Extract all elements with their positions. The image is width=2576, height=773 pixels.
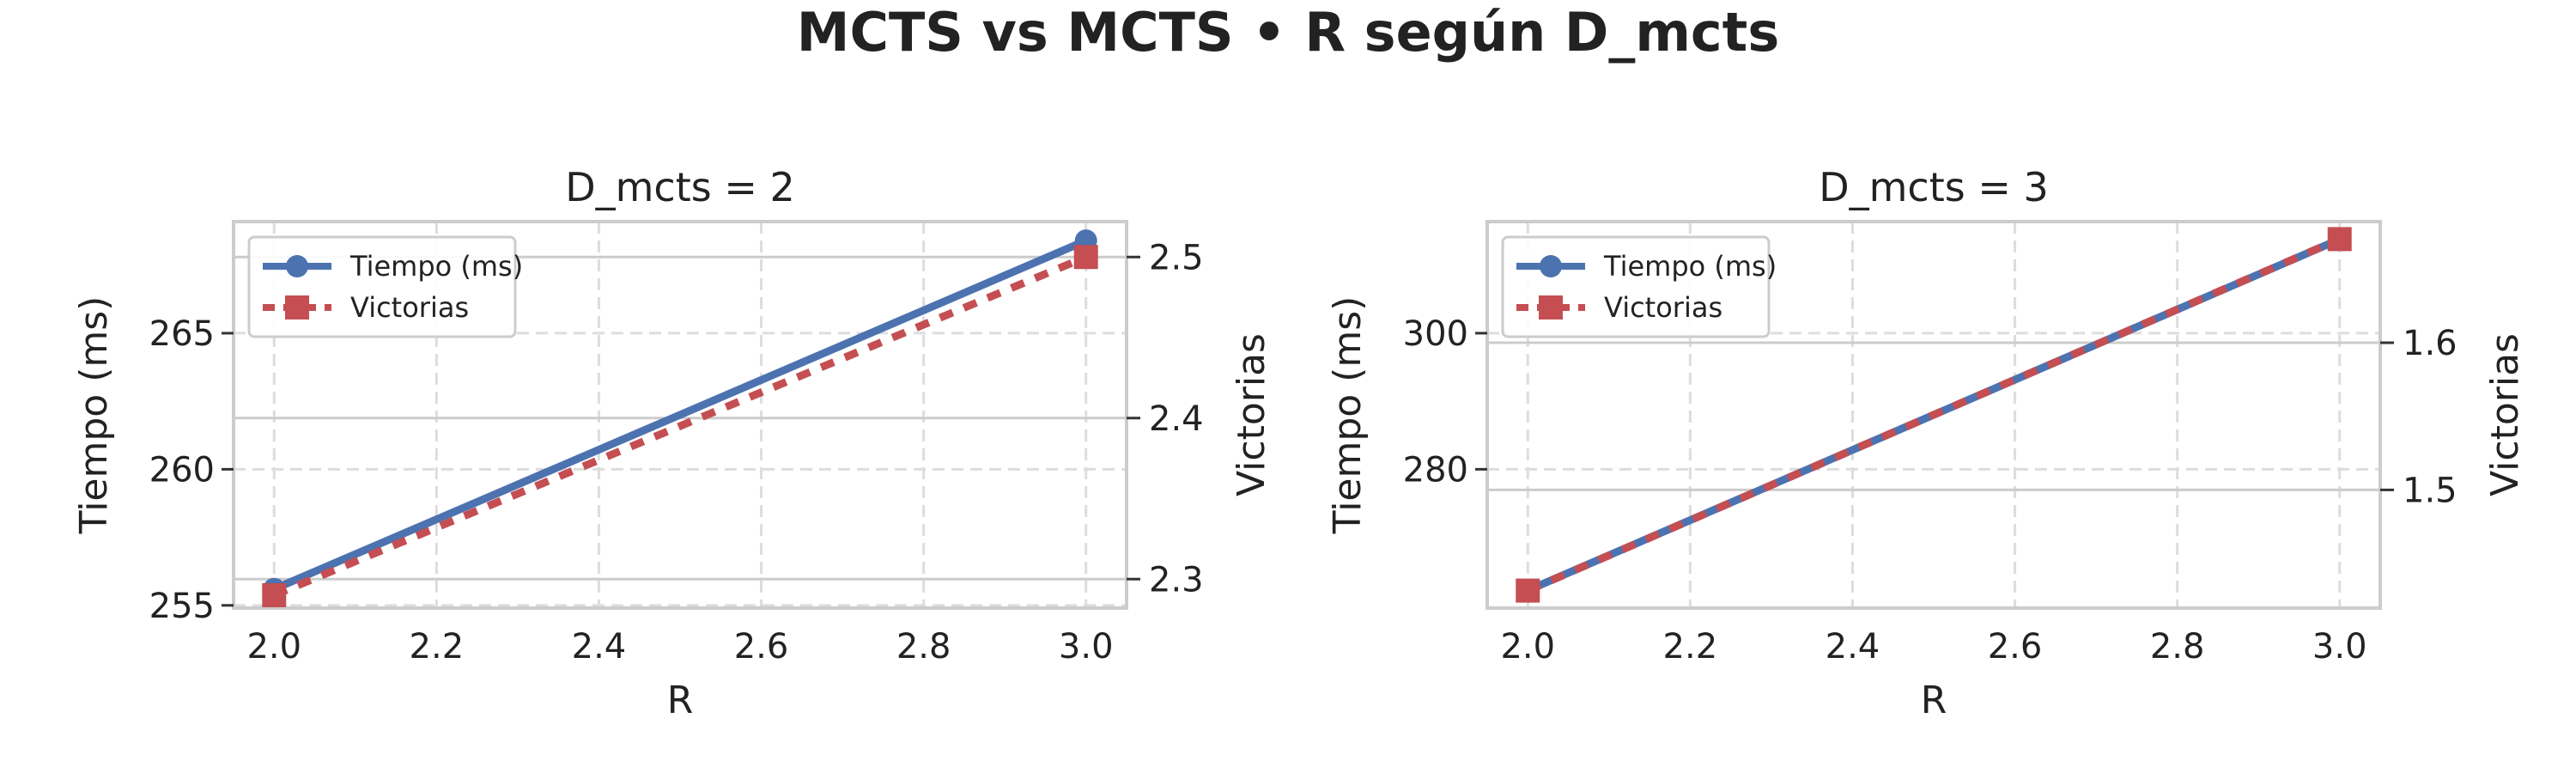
x-tick-label: 2.4 [1826, 627, 1880, 666]
x-tick-label: 2.6 [1988, 627, 2043, 666]
y-axis-label: Tiempo (ms) [72, 296, 116, 535]
plot-frame [232, 220, 1128, 610]
x-tick-label: 2.6 [734, 627, 789, 666]
series-line-victorias [1526, 235, 2342, 594]
y-tick-label: 265 [149, 314, 215, 354]
legend-marker-circle [1540, 255, 1562, 277]
legend: Tiempo (ms) Victorias [247, 235, 523, 338]
y2-tick-label: 2.4 [1149, 399, 1204, 439]
y2-tick-label: 1.6 [2403, 324, 2458, 363]
x-tick-label: 2.0 [1500, 627, 1555, 666]
y-tick-label: 300 [1403, 314, 1468, 354]
chart-title: D_mcts = 2 [565, 164, 795, 210]
x-tick-label: 2.0 [246, 627, 301, 666]
figure-title: MCTS vs MCTS • R según D_mcts [796, 1, 1780, 64]
y-axis-label: Tiempo (ms) [1326, 296, 1370, 535]
y-tick-label: 260 [149, 450, 215, 490]
data-point-victorias [262, 583, 287, 607]
legend-marker-square [1539, 295, 1563, 320]
chart-title: D_mcts = 3 [1819, 164, 2049, 210]
plot-frame [1485, 220, 2382, 610]
x-tick-label: 2.4 [572, 627, 627, 666]
series-line-tiempo [272, 237, 1088, 593]
x-tick-label: 3.0 [1059, 627, 1114, 666]
y2-axis-label: Victorias [1230, 333, 1273, 496]
y2-axis-label: Victorias [2483, 333, 2527, 496]
data-point-victorias [1073, 245, 1098, 270]
x-tick-label: 2.2 [410, 627, 465, 666]
y-tick-label: 255 [149, 587, 215, 626]
legend: Tiempo (ms) Victorias [1501, 235, 1777, 338]
y2-tick-label: 2.3 [1149, 560, 1204, 600]
x-axis-label: R [667, 679, 694, 722]
x-tick-label: 2.8 [2150, 627, 2205, 666]
y2-tick-label: 1.5 [2403, 471, 2458, 510]
data-point-victorias [1516, 578, 1540, 603]
y-tick-label: 280 [1403, 450, 1468, 490]
legend-label: Tiempo (ms) [349, 250, 523, 283]
x-tick-label: 3.0 [2312, 627, 2367, 666]
chart-panel-1: D_mcts = 2 2.0 2.2 2.4 2.6 2.8 3.0 255 260 265 2.3… [72, 164, 1273, 722]
legend-label: Victorias [1604, 291, 1722, 324]
data-point-victorias [2327, 227, 2352, 252]
legend-label: Victorias [350, 291, 469, 324]
legend-label: Tiempo (ms) [1603, 250, 1777, 283]
x-tick-label: 2.8 [896, 627, 951, 666]
legend-marker-square [285, 295, 309, 320]
series-line-victorias [272, 253, 1088, 600]
x-tick-label: 2.2 [1663, 627, 1718, 666]
y2-tick-label: 2.5 [1149, 238, 1204, 277]
legend-box [247, 235, 517, 338]
legend-box [1501, 235, 1771, 338]
legend-marker-circle [286, 255, 308, 277]
x-axis-label: R [1921, 679, 1947, 722]
chart-panel-2: D_mcts = 3 2.0 2.2 2.4 2.6 2.8 3.0 280 300 1.5 1.6… [1326, 164, 2527, 722]
